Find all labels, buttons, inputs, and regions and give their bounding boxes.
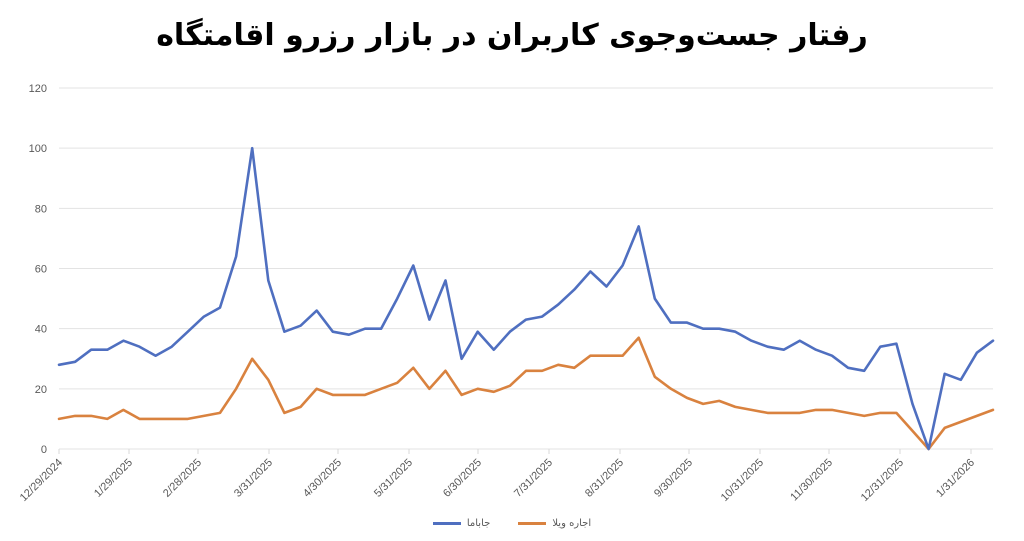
- x-tick-label: 12/31/2025: [859, 457, 906, 504]
- x-tick-label: 4/30/2025: [301, 457, 344, 500]
- legend-item-villa-rental: اجاره ویلا: [518, 518, 591, 529]
- y-tick-label: 0: [41, 444, 47, 456]
- x-tick-label: 7/31/2025: [512, 457, 555, 500]
- y-tick-label: 100: [29, 143, 47, 155]
- series-line-villa-rental: [57, 336, 995, 451]
- legend-swatch-icon: [432, 522, 461, 525]
- legend-swatch-icon: [518, 522, 547, 525]
- y-tick-label: 60: [35, 264, 47, 276]
- x-tick-label: 6/30/2025: [441, 457, 484, 500]
- legend-label: جاباما: [466, 518, 491, 529]
- chart-title: رفتار جست‌وجوی کاربران در بازار رزرو اقا…: [156, 18, 868, 53]
- x-tick-label: 10/31/2025: [719, 457, 766, 504]
- x-tick-label: 5/31/2025: [372, 457, 415, 500]
- x-tick-label: 1/29/2025: [92, 457, 135, 500]
- x-tick-label: 9/30/2025: [652, 457, 695, 500]
- x-tick-label: 12/29/2024: [18, 457, 65, 504]
- y-tick-label: 120: [29, 83, 47, 95]
- series-line-jabama: [57, 146, 995, 451]
- x-tick-label: 3/31/2025: [232, 457, 275, 500]
- legend-label: اجاره ویلا: [552, 518, 592, 529]
- legend-item-jabama: جاباما: [432, 518, 491, 529]
- x-tick-label: 8/31/2025: [583, 457, 626, 500]
- x-tick-label: 2/28/2025: [161, 457, 204, 500]
- y-tick-label: 40: [35, 324, 47, 336]
- x-tick-label: 11/30/2025: [788, 457, 835, 504]
- x-tick-label: 1/31/2026: [934, 457, 977, 500]
- y-tick-label: 20: [35, 384, 47, 396]
- y-tick-label: 80: [35, 203, 47, 215]
- legend: جاباما اجاره ویلا: [0, 518, 1024, 529]
